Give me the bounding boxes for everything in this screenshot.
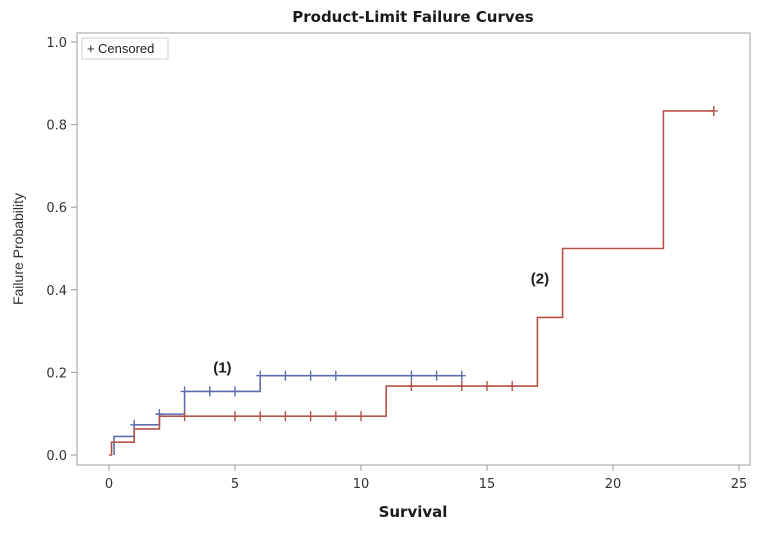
chart-title: Product-Limit Failure Curves [292,8,534,26]
legend: + Censored [81,37,169,60]
censored-marker [231,411,239,422]
y-tick-label: 0.2 [46,366,67,381]
censored-marker [407,381,416,392]
censored-marker [180,386,189,397]
censored-marker [508,381,517,392]
censored-marker [457,370,466,381]
x-tick-label: 5 [231,477,239,492]
legend-box [81,37,169,60]
censored-marker [306,370,315,381]
censored-marker [256,370,265,381]
censored-marker [407,370,416,381]
y-tick-label: 0.8 [46,119,67,134]
censored-marker [457,381,466,392]
x-tick-label: 0 [105,477,113,492]
x-axis: 0 5 10 15 20 25 [105,465,747,492]
y-tick-label: 0.4 [46,284,67,299]
y-axis: 0.0 0.2 0.4 0.6 0.8 1.0 [46,36,77,464]
censored-marker [483,381,491,392]
censored-marker [205,386,214,397]
censored-marker [256,411,265,422]
y-tick-label: 0.0 [46,449,67,464]
y-tick-label: 0.6 [46,201,67,216]
censored-marker [331,370,340,381]
censored-marker [432,370,441,381]
censored-marker [180,411,189,422]
annotation-layer: (1) (2) [213,271,549,377]
censored-marker [357,411,365,422]
x-tick-label: 15 [479,477,496,492]
censored-marker [709,105,718,116]
censored-marker [331,411,340,422]
step-line-series-2 [109,110,714,456]
y-axis-label: Failure Probability [10,193,26,305]
censored-marker [281,411,290,422]
series-2 [109,105,718,456]
x-axis-label: Survival [379,503,448,521]
censored-marker [231,386,239,397]
censored-marker [281,370,290,381]
y-tick-label: 1.0 [46,36,67,51]
x-tick-label: 25 [731,477,748,492]
censored-marker [306,411,315,422]
legend-censored-label: Censored [98,41,154,56]
legend-censored-marker: + [87,41,95,56]
series-annotation-1: (1) [213,359,231,376]
series-annotation-2: (2) [531,271,549,288]
series-layer [109,105,718,456]
x-tick-label: 10 [353,477,370,492]
x-tick-label: 20 [605,477,622,492]
series-1 [113,370,466,455]
